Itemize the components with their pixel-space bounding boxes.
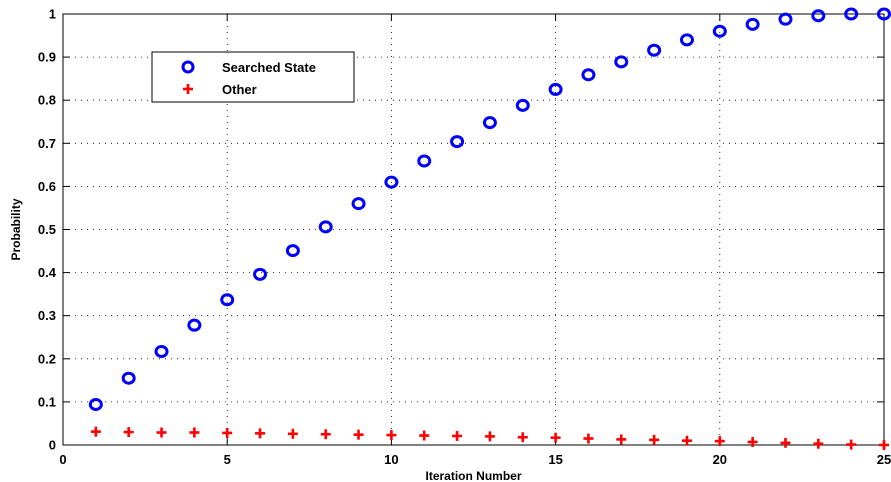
- legend-label-searched-state: Searched State: [222, 60, 316, 75]
- data-point-searched-state: [88, 397, 103, 411]
- data-point-searched-state: [778, 12, 793, 26]
- legend-box: [151, 51, 355, 103]
- data-point-searched-state: [647, 43, 662, 57]
- data-point-other: [681, 435, 692, 446]
- data-point-searched-state: [417, 154, 432, 168]
- y-tick-label: 0.7: [38, 136, 56, 151]
- axis-ticks: 0 5 10 15 20 25 0 0.1 0.2 0.3 0.4 0.5 0.6 0.7 0.8 0.9 1: [38, 7, 891, 468]
- y-tick-label: 0.2: [38, 351, 56, 366]
- y-tick-label: 1: [49, 7, 56, 22]
- data-point-searched-state: [679, 33, 694, 47]
- legend-label-other: Other: [222, 82, 257, 97]
- data-point-searched-state: [187, 318, 202, 332]
- data-point-searched-state: [515, 98, 530, 112]
- x-tick-label: 20: [713, 452, 727, 467]
- data-point-searched-state: [318, 220, 333, 234]
- data-point-other: [255, 428, 266, 439]
- data-point-searched-state: [745, 17, 760, 31]
- data-point-searched-state: [614, 55, 629, 69]
- data-point-searched-state: [712, 24, 727, 38]
- data-point-other: [846, 439, 857, 450]
- data-point-searched-state: [450, 135, 465, 149]
- grid: [63, 14, 884, 445]
- data-point-other: [484, 431, 495, 442]
- data-point-other: [780, 437, 791, 448]
- data-point-other: [813, 438, 824, 449]
- legend-marker-other: [183, 84, 193, 94]
- y-tick-label: 0.3: [38, 308, 56, 323]
- legend-marker-searched-state: [181, 60, 195, 74]
- data-point-searched-state: [811, 9, 826, 23]
- data-point-other: [649, 434, 660, 445]
- data-point-other: [517, 432, 528, 443]
- y-tick-label: 0.5: [38, 222, 56, 237]
- data-point-other: [90, 426, 101, 437]
- data-point-other: [320, 429, 331, 440]
- data-point-searched-state: [844, 7, 859, 21]
- x-tick-label: 5: [224, 452, 231, 467]
- y-tick-label: 0: [49, 438, 56, 453]
- y-tick-label: 0.4: [38, 265, 57, 280]
- x-tick-label: 15: [548, 452, 562, 467]
- data-point-searched-state: [285, 244, 300, 258]
- data-point-other: [747, 436, 758, 447]
- data-point-other: [156, 427, 167, 438]
- y-tick-label: 0.1: [38, 394, 56, 409]
- x-tick-label: 10: [384, 452, 398, 467]
- data-point-other: [550, 432, 561, 443]
- data-point-other: [616, 434, 627, 445]
- y-tick-label: 0.8: [38, 93, 56, 108]
- data-point-other: [452, 430, 463, 441]
- data-point-searched-state: [121, 371, 136, 385]
- data-point-other: [386, 430, 397, 441]
- data-point-other: [879, 440, 889, 450]
- x-tick-label: 25: [877, 452, 891, 467]
- data-point-searched-state: [384, 175, 399, 189]
- data-point-other: [583, 433, 594, 444]
- data-point-other: [419, 430, 430, 441]
- data-point-searched-state: [351, 197, 366, 211]
- legend: Searched State Other: [151, 51, 355, 103]
- data-markers: [88, 7, 891, 450]
- data-point-other: [714, 436, 725, 447]
- data-point-searched-state: [154, 344, 169, 358]
- x-axis-label: Iteration Number: [425, 469, 521, 482]
- data-point-other: [287, 428, 298, 439]
- data-point-searched-state: [220, 293, 235, 307]
- data-point-other: [222, 427, 233, 438]
- x-tick-label: 0: [59, 452, 66, 467]
- data-point-other: [189, 427, 200, 438]
- data-point-searched-state: [877, 7, 891, 21]
- data-point-other: [123, 427, 134, 438]
- data-point-searched-state: [253, 267, 268, 281]
- y-axis-label: Probability: [9, 198, 23, 260]
- data-point-searched-state: [581, 68, 596, 82]
- y-tick-label: 0.6: [38, 179, 56, 194]
- data-point-other: [353, 429, 364, 440]
- data-point-searched-state: [482, 116, 497, 130]
- y-tick-label: 0.9: [38, 50, 56, 65]
- data-point-searched-state: [548, 82, 563, 96]
